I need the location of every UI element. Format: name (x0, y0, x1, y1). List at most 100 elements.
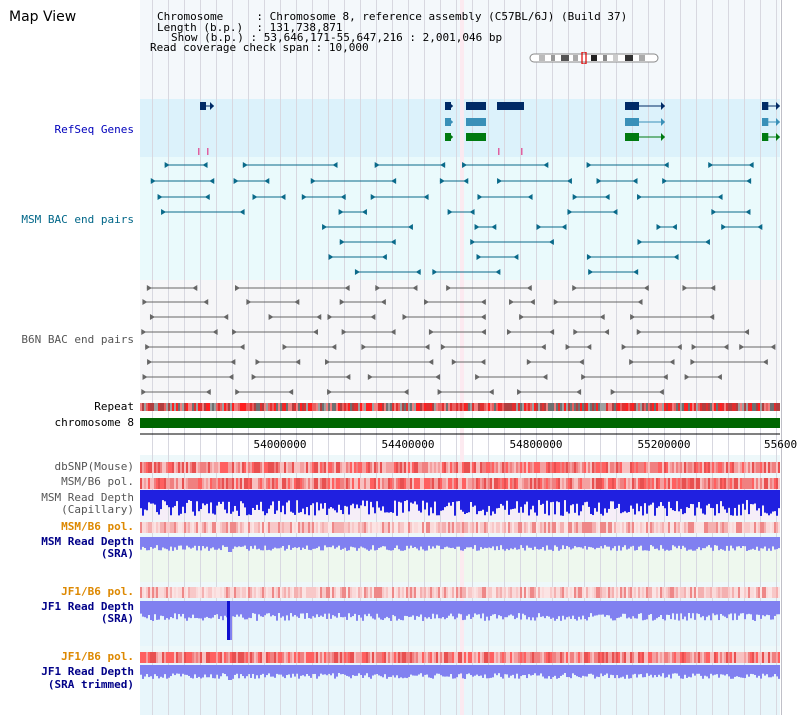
chromosome-ideogram[interactable] (529, 52, 661, 64)
jf1-trim-depth-bar (198, 665, 200, 677)
dbsnp-strip (250, 462, 252, 473)
jf1-trim-depth-bar (622, 665, 624, 677)
jf1-b6-pol-trim-strip (628, 652, 630, 663)
msm-bac-pair-end (632, 178, 638, 184)
dbsnp-strip (500, 462, 502, 473)
jf1-trim-depth-bar (390, 665, 392, 677)
dbsnp-strip (230, 462, 232, 473)
jf1-sra-depth-bar (258, 601, 260, 615)
msm-b6-pol-strip (582, 478, 584, 489)
msm-capillary-depth-bar (530, 490, 532, 510)
msm-b6-pol-sra-strip (714, 522, 716, 533)
jf1-b6-pol-strip (246, 587, 248, 598)
jf1-b6-pol-strip (586, 587, 588, 598)
dbsnp-strip (654, 462, 656, 473)
msm-sra-depth-bar (662, 537, 664, 549)
track-label-jf1-b6-pol: JF1/B6 pol. (61, 585, 134, 598)
jf1-b6-pol-trim-strip (318, 652, 320, 663)
msm-b6-pol-sra-strip (586, 522, 588, 533)
msm-b6-pol-strip (568, 478, 570, 489)
jf1-b6-pol-trim-strip (232, 652, 234, 663)
jf1-b6-pol-trim-strip (294, 652, 296, 663)
jf1-b6-pol-trim-strip (506, 652, 508, 663)
dbsnp-strip (542, 462, 544, 473)
dbsnp-strip (210, 462, 212, 473)
jf1-trim-depth-bar (318, 665, 320, 677)
dbsnp-strip (698, 462, 700, 473)
jf1-b6-pol-trim-strip (208, 652, 210, 663)
jf1-b6-pol-strip (624, 587, 626, 598)
jf1-sra-depth-bar (418, 601, 420, 617)
jf1-b6-pol-strip (546, 587, 548, 598)
track-label-refseq-genes: RefSeq Genes (55, 123, 134, 136)
jf1-b6-pol-trim-strip (658, 652, 660, 663)
msm-sra-depth-bar (194, 537, 196, 546)
jf1-b6-pol-strip (616, 587, 618, 598)
msm-b6-pol-sra-strip (318, 522, 320, 533)
jf1-trim-depth-bar (582, 665, 584, 676)
msm-sra-depth-bar (744, 537, 746, 547)
jf1-b6-pol-strip (758, 587, 760, 598)
jf1-b6-pol-strip (174, 587, 176, 598)
jf1-b6-pol-strip (708, 587, 710, 598)
jf1-trim-depth-bar (700, 665, 702, 676)
jf1-sra-depth-bar (430, 601, 432, 620)
dbsnp-strip (236, 462, 238, 473)
msm-b6-pol-strip (572, 478, 574, 489)
jf1-sra-depth-bar (448, 601, 450, 616)
msm-b6-pol-strip (672, 478, 674, 489)
jf1-sra-depth-bar (552, 601, 554, 618)
jf1-b6-pol-trim-strip (662, 652, 664, 663)
msm-sra-depth-bar (478, 537, 480, 551)
jf1-b6-pol-trim-strip (170, 652, 172, 663)
repeat-block (176, 403, 178, 411)
msm-b6-pol-sra-strip (196, 522, 198, 533)
jf1-b6-pol-trim-strip (556, 652, 558, 663)
jf1-b6-pol-trim-strip (198, 652, 200, 663)
msm-b6-pol-strip (560, 478, 562, 489)
jf1-b6-pol-trim-strip (512, 652, 514, 663)
msm-b6-pol-strip (274, 478, 276, 489)
jf1-b6-pol-strip (612, 587, 614, 598)
repeat-block (150, 403, 152, 411)
jf1-sra-depth-bar (182, 601, 184, 614)
repeat-block (608, 403, 610, 411)
repeat-block (578, 403, 580, 411)
jf1-b6-pol-trim-strip (560, 652, 562, 663)
msm-b6-pol-sra-strip (702, 522, 704, 533)
msm-sra-depth-bar (358, 537, 360, 549)
msm-b6-pol-strip (238, 478, 240, 489)
jf1-trim-depth-bar (314, 665, 316, 674)
jf1-b6-pol-strip (714, 587, 716, 598)
jf1-sra-depth-bar (246, 601, 248, 620)
msm-b6-pol-sra-strip (724, 522, 726, 533)
jf1-b6-pol-strip (350, 587, 352, 598)
msm-b6-pol-sra-strip (606, 522, 608, 533)
dbsnp-strip (744, 462, 746, 473)
jf1-b6-pol-strip (148, 587, 150, 598)
jf1-b6-pol-strip (264, 587, 266, 598)
msm-sra-depth-bar (734, 537, 736, 551)
jf1-trim-depth-bar (610, 665, 612, 675)
msm-b6-pol-sra-strip (520, 522, 522, 533)
jf1-trim-depth-bar (590, 665, 592, 674)
repeat-block (142, 403, 144, 411)
b6n-bac-pair-end (621, 344, 627, 350)
dbsnp-strip (366, 462, 368, 473)
repeat-block (346, 403, 348, 411)
jf1-trim-depth-bar (408, 665, 410, 677)
dbsnp-strip (756, 462, 758, 473)
jf1-sra-depth-bar (748, 601, 750, 614)
jf1-b6-pol-strip (476, 587, 478, 598)
jf1-sra-depth-bar (708, 601, 710, 616)
jf1-trim-depth-bar (348, 665, 350, 677)
msm-bac-pair-end (415, 269, 421, 275)
msm-capillary-depth-bar (614, 490, 616, 509)
jf1-trim-depth-bar (302, 665, 304, 676)
repeat-block (152, 403, 154, 411)
msm-b6-pol-sra-strip (632, 522, 634, 533)
jf1-b6-pol-strip (254, 587, 256, 598)
jf1-trim-depth-bar (150, 665, 152, 677)
dbsnp-strip (508, 462, 510, 473)
msm-capillary-depth-bar (372, 490, 374, 508)
